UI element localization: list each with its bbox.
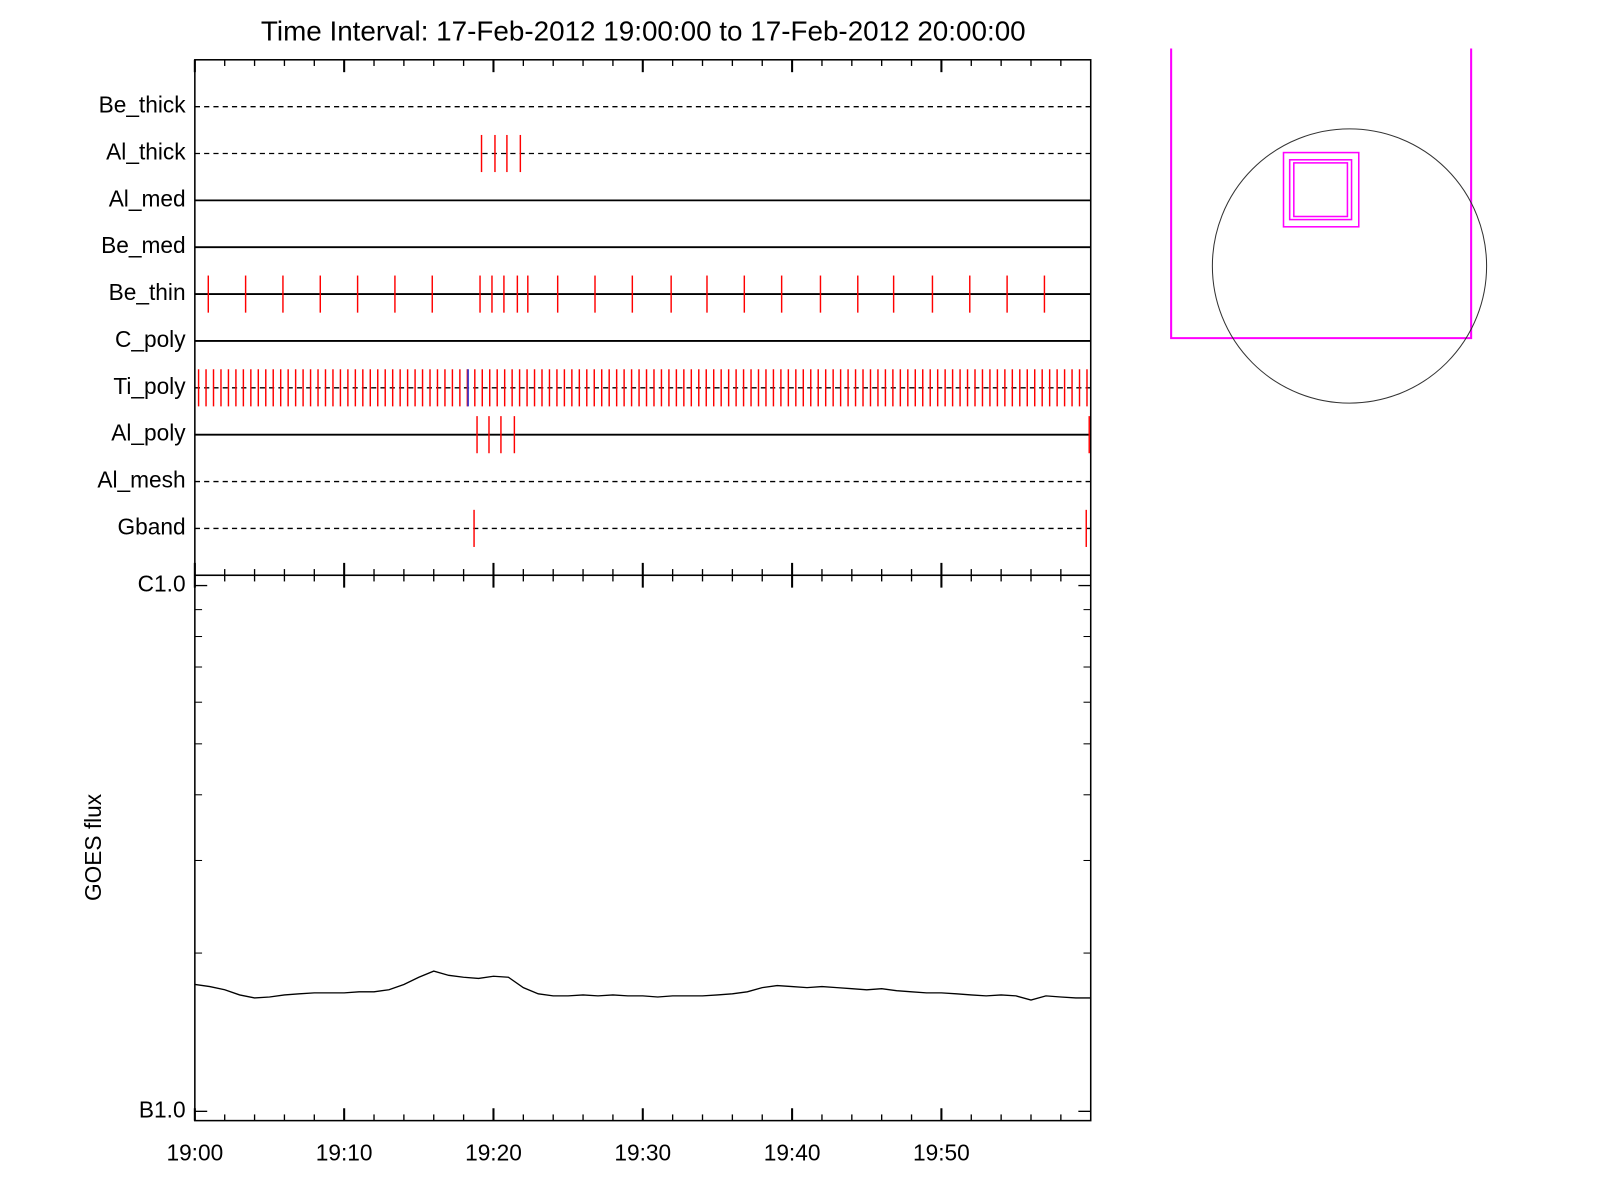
y-axis-label: GOES flux: [80, 793, 106, 901]
roi-box: [1288, 159, 1353, 221]
row-label: Be_med: [101, 232, 185, 258]
row-label: Al_poly: [111, 420, 186, 446]
flux-frame: [194, 574, 1092, 1122]
x-tick-label: 19:40: [764, 1140, 821, 1166]
row-label: Gband: [117, 513, 185, 539]
fov-box: [1170, 48, 1473, 340]
roi-box: [1293, 162, 1349, 218]
sun-thumbnail: [1170, 48, 1488, 404]
row-label: C_poly: [115, 326, 186, 352]
timeline-frame: [194, 59, 1092, 577]
y-tick-label: B1.0: [139, 1096, 186, 1122]
roi-box: [1282, 151, 1360, 228]
chart-title: Time Interval: 17-Feb-2012 19:00:00 to 1…: [261, 15, 1026, 46]
row-label: Al_med: [109, 185, 186, 211]
y-tick-label: C1.0: [138, 571, 186, 597]
sun-disk: [1211, 128, 1488, 404]
x-tick-label: 19:30: [614, 1140, 671, 1166]
row-label: Be_thick: [99, 92, 187, 118]
x-tick-label: 19:50: [913, 1140, 970, 1166]
x-tick-label: 19:20: [465, 1140, 522, 1166]
x-tick-label: 19:00: [166, 1140, 223, 1166]
x-tick-label: 19:10: [316, 1140, 373, 1166]
flux-line: [194, 970, 1091, 1001]
row-label: Al_mesh: [97, 467, 185, 493]
row-label: Ti_poly: [113, 373, 186, 399]
row-label: Al_thick: [106, 138, 186, 164]
row-label: Be_thin: [109, 279, 186, 305]
